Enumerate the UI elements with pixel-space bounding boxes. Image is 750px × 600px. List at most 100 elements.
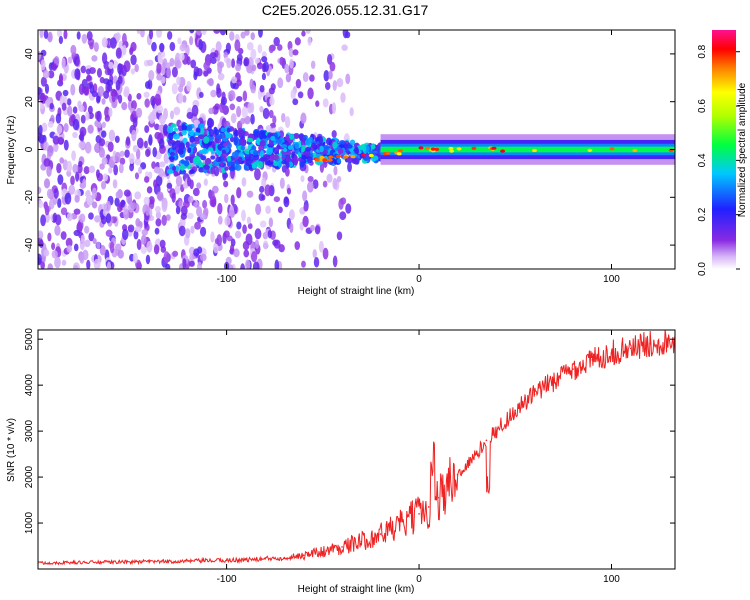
spectrogram-noise-blob (70, 44, 77, 55)
spectrogram-noise-blob (220, 96, 228, 106)
snr-point (245, 559, 247, 561)
spectrogram-signal-blob (283, 147, 288, 153)
spectrogram-peak-spot (448, 146, 454, 151)
snr-point (427, 506, 430, 508)
spectrogram-signal-blob (187, 124, 193, 132)
spectrogram-signal-blob (233, 137, 238, 146)
spectrogram-noise-blob (59, 157, 65, 164)
spectrogram-noise-blob (40, 92, 46, 104)
spectrogram-noise-blob (313, 257, 320, 268)
spectrogram-noise-blob (318, 240, 324, 253)
spectrogram-signal-blob (270, 135, 276, 141)
spectrogram-x-label: Height of straight line (km) (298, 286, 415, 297)
spectrogram-peak-spot (397, 149, 403, 153)
snr-x-tick-label: -100 (217, 574, 237, 585)
spectrogram-noise-blob (80, 65, 87, 74)
spectrogram-noise-blob (169, 110, 175, 120)
spectrogram-peak-spot (609, 147, 615, 151)
spectrogram-noise-blob (208, 107, 214, 115)
spectrogram-noise-blob (66, 160, 73, 173)
snr-point (591, 359, 594, 361)
spectrogram-noise-blob (92, 238, 97, 245)
spectrogram-y-tick-label: 40 (24, 48, 35, 60)
spectrogram-noise-blob (115, 190, 123, 199)
spectrogram-noise-blob (91, 187, 97, 200)
spectrogram-noise-blob (38, 134, 45, 144)
snr-point (533, 393, 536, 396)
spectrogram-signal-blob (306, 156, 313, 164)
spectrogram-noise-blob (292, 98, 299, 106)
spectrogram-noise-blob (166, 182, 173, 189)
spectrogram-noise-blob (258, 30, 263, 38)
spectrogram-noise-blob (165, 263, 171, 269)
spectrogram-noise-blob (228, 90, 236, 101)
spectrogram-peak-spot (491, 146, 497, 150)
spectrogram-noise-blob (114, 197, 120, 207)
spectrogram-signal-blob (193, 155, 201, 164)
spectrogram-noise-blob (279, 56, 285, 66)
spectrogram-noise-blob (48, 70, 55, 79)
spectrogram-noise-blob (94, 143, 100, 153)
spectrogram-x-ticks: -100 0 100 (217, 30, 620, 285)
spectrogram-noise-blob (103, 90, 110, 99)
spectrogram-noise-blob (73, 208, 81, 215)
snr-point (322, 550, 324, 553)
spectrogram-peak-spot (434, 147, 440, 152)
spectrogram-noise-blob (240, 31, 246, 39)
spectrogram-noise-blob (312, 249, 317, 259)
spectrogram-noise-blob (47, 232, 52, 242)
spectrogram-noise-blob (153, 244, 160, 255)
spectrogram-signal-blob (189, 136, 195, 143)
spectrogram-signal-blob (183, 159, 190, 167)
spectrogram-noise-blob (213, 242, 219, 254)
snr-point (225, 559, 228, 562)
spectrogram-noise-blob (56, 162, 62, 174)
spectrogram-noise-blob (274, 259, 280, 269)
spectrogram-noise-blob (72, 262, 80, 269)
spectrogram-signal-blob (372, 155, 379, 161)
spectrogram-noise-blob (148, 111, 156, 124)
spectrogram-noise-blob (190, 225, 195, 234)
spectrogram-noise-blob (55, 113, 62, 124)
spectrogram-noise-blob (273, 36, 280, 47)
snr-y-tick-label: 1000 (24, 511, 35, 534)
spectrogram-signal-blob (219, 162, 224, 167)
spectrogram-noise-blob (51, 250, 58, 259)
snr-line (38, 330, 675, 566)
spectrogram-noise-blob (177, 37, 182, 45)
spectrogram-signal-blob (173, 170, 179, 177)
snr-point (552, 379, 555, 382)
snr-point (360, 540, 363, 543)
spectrogram-noise-blob (40, 214, 46, 227)
spectrogram-noise-blob (38, 50, 42, 60)
spectrogram-noise-blob (72, 131, 78, 139)
spectrogram-noise-blob (162, 124, 169, 135)
spectrogram-noise-blob (106, 79, 114, 87)
spectrogram-signal-blob (208, 129, 215, 137)
spectrogram-noise-blob (236, 105, 242, 118)
spectrogram-noise-blob (246, 216, 252, 225)
colorbar-tick-label: 0.0 (697, 262, 708, 276)
spectrogram-signal-blob (238, 152, 244, 158)
spectrogram-noise-blob (196, 261, 203, 269)
spectrogram-noise-blob (342, 30, 349, 39)
spectrogram-signal-blob (312, 152, 317, 160)
spectrogram-signal-blob (354, 146, 359, 155)
spectrogram-noise-blob (144, 81, 151, 89)
spectrogram-noise-blob (89, 42, 94, 50)
spectrogram-noise-blob (341, 44, 348, 51)
spectrogram-noise-blob (307, 87, 314, 100)
spectrogram-noise-blob (300, 112, 307, 124)
spectrogram-noise-blob (64, 192, 72, 205)
spectrogram-noise-blob (133, 229, 139, 240)
spectrogram-noise-blob (104, 106, 110, 119)
spectrogram-x-tick-label: -100 (217, 274, 237, 285)
spectrogram-noise-blob (223, 230, 230, 238)
spectrogram-noise-blob (134, 172, 140, 180)
spectrogram-noise-blob (44, 205, 50, 216)
spectrogram-signal-blob (224, 166, 229, 171)
spectrogram-signal-blob (277, 161, 283, 168)
spectrogram-noise-blob (336, 231, 343, 241)
spectrogram-noise-blob (148, 30, 154, 40)
spectrogram-noise-blob (254, 168, 261, 181)
